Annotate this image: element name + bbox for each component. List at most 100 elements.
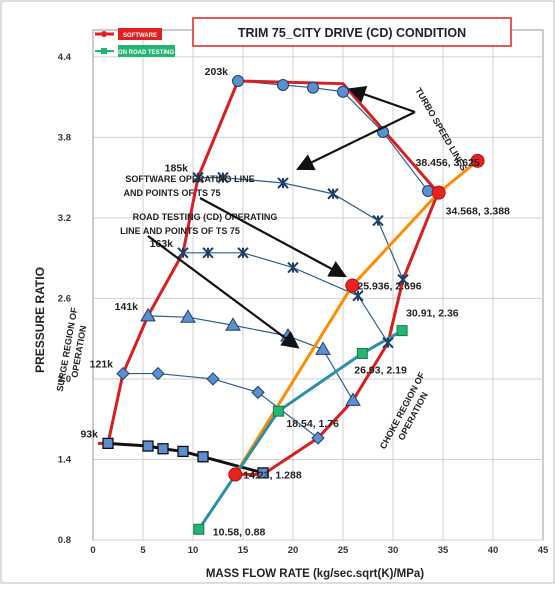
speed-point-185k	[192, 171, 204, 184]
legend-label-box-software	[118, 28, 162, 40]
annotation-road-1: ROAD TESTING (CD) OPERATING	[133, 212, 278, 222]
speed-point-141k	[345, 392, 361, 406]
speed-point-93k	[142, 440, 154, 452]
speed-point-141k	[180, 309, 196, 323]
x-tick-label: 20	[288, 545, 299, 556]
speed-line-label: 121k	[90, 359, 114, 371]
x-tick-label: 35	[438, 545, 449, 556]
speed-point-93k	[197, 451, 209, 463]
x-tick-label: 0	[90, 545, 95, 556]
speed-point-121k	[151, 366, 165, 381]
legend-label-software: SOFTWARE	[123, 33, 157, 39]
annotation-arrows	[147, 86, 416, 349]
legend-marker-road	[101, 48, 107, 54]
point-label: 10.58, 0.88	[213, 526, 266, 538]
point-label: 34.568, 3.388	[446, 206, 510, 218]
arrow-road	[147, 235, 300, 349]
y-tick-label: 3.2	[58, 213, 71, 224]
arrow-software	[199, 197, 347, 278]
road-testing-point	[356, 347, 368, 359]
speed-point-185k	[277, 177, 289, 189]
point-label: 30.91, 2.36	[406, 308, 459, 320]
arrow-turbo-2	[296, 111, 416, 171]
annotation-surge: SURGE REGION OF OPERATION	[55, 306, 89, 392]
speed-point-93k	[257, 467, 269, 479]
x-axis-label: MASS FLOW RATE (kg/sec.sqrt(K)/MPa)	[206, 568, 424, 580]
speed-point-121k	[311, 431, 325, 445]
x-tick-label: 45	[538, 545, 549, 556]
speed-line-185k	[198, 177, 404, 280]
speed-line-label: 203k	[205, 66, 229, 78]
speed-point-163k	[352, 290, 364, 302]
speed-line-141k	[147, 315, 354, 401]
speed-point-163k	[177, 247, 189, 259]
y-tick-label: 1.4	[58, 454, 72, 465]
software-point	[228, 467, 243, 482]
speed-point-203k	[337, 85, 349, 98]
software-point	[345, 278, 360, 293]
x-tick-label: 5	[140, 545, 146, 556]
x-tick-label: 30	[388, 545, 399, 556]
speed-point-185k	[327, 188, 339, 200]
speed-point-141k	[315, 341, 331, 355]
speed-point-121k	[116, 366, 130, 381]
speed-point-141k	[225, 317, 241, 331]
arrow-turbo-1	[347, 86, 416, 114]
speed-point-185k	[372, 214, 384, 227]
point-label: 18.54, 1.76	[286, 418, 339, 430]
road-testing-point	[193, 523, 205, 535]
point-label: 25.936, 2.696	[357, 281, 421, 293]
legend: SOFTWARE ON ROAD TESTING	[95, 28, 175, 57]
speed-point-93k	[157, 443, 169, 455]
software-operating-line	[234, 159, 479, 476]
software-point	[431, 185, 446, 200]
y-axis-label: PRESSURE RATIO	[33, 267, 47, 373]
labels-layer: 0 5 10 15 20 25 30 35 40 45 0.8 1.4 2.0 2.6 3.2 3.8 4.4 9…	[58, 52, 549, 556]
speed-point-203k	[422, 185, 434, 198]
legend-marker-software	[101, 31, 107, 37]
x-tick-label: 10	[188, 545, 199, 556]
speed-point-203k	[232, 75, 244, 87]
chart-title-box	[192, 17, 512, 47]
speed-point-93k	[102, 437, 114, 450]
speed-point-121k	[206, 372, 220, 386]
y-tick-label: 2.0	[58, 374, 71, 385]
x-tick-label: 40	[488, 545, 499, 556]
road-testing-point	[396, 325, 408, 337]
top-speed-line	[237, 79, 440, 194]
speed-line-93k-bold	[107, 441, 264, 475]
speed-line-163k	[183, 252, 389, 344]
speed-point-185k	[217, 171, 229, 184]
speed-line-label: 185k	[165, 163, 189, 175]
legend-label-road: ON ROAD TESTING	[118, 50, 174, 56]
markers-layer	[102, 75, 485, 535]
speed-point-163k	[237, 247, 249, 259]
road-testing-point	[272, 405, 284, 417]
y-tick-label: 4.4	[58, 52, 72, 63]
speed-point-163k	[382, 337, 394, 349]
speed-point-93k	[177, 445, 189, 458]
legend-label-box-road	[118, 45, 175, 57]
speed-point-163k	[287, 261, 299, 274]
point-label: 38.456, 3.625	[416, 157, 480, 169]
speed-line-label: 141k	[115, 301, 139, 313]
annotation-road-2: LINE AND POINTS OF TS 75	[120, 226, 240, 236]
speed-point-203k	[307, 81, 319, 94]
speed-point-185k	[397, 273, 409, 286]
x-tick-label: 25	[338, 545, 349, 556]
speed-point-121k	[251, 385, 265, 400]
software-point	[470, 153, 485, 168]
speed-point-163k	[202, 247, 214, 259]
speed-point-141k	[140, 307, 156, 322]
chart-title: TRIM 75_CITY DRIVE (CD) CONDITION	[238, 26, 466, 40]
annotation-software-2: AND POINTS OF TS 75	[123, 188, 220, 198]
x-tick-label: 15	[238, 545, 249, 556]
y-tick-label: 0.8	[58, 535, 71, 546]
point-label: 26.93, 2.19	[354, 364, 407, 376]
annotation-software-1: SOFTWARE OPERATING LINE	[125, 174, 254, 184]
speed-line-label: 93k	[80, 428, 98, 440]
y-tick-label: 3.8	[58, 132, 71, 143]
